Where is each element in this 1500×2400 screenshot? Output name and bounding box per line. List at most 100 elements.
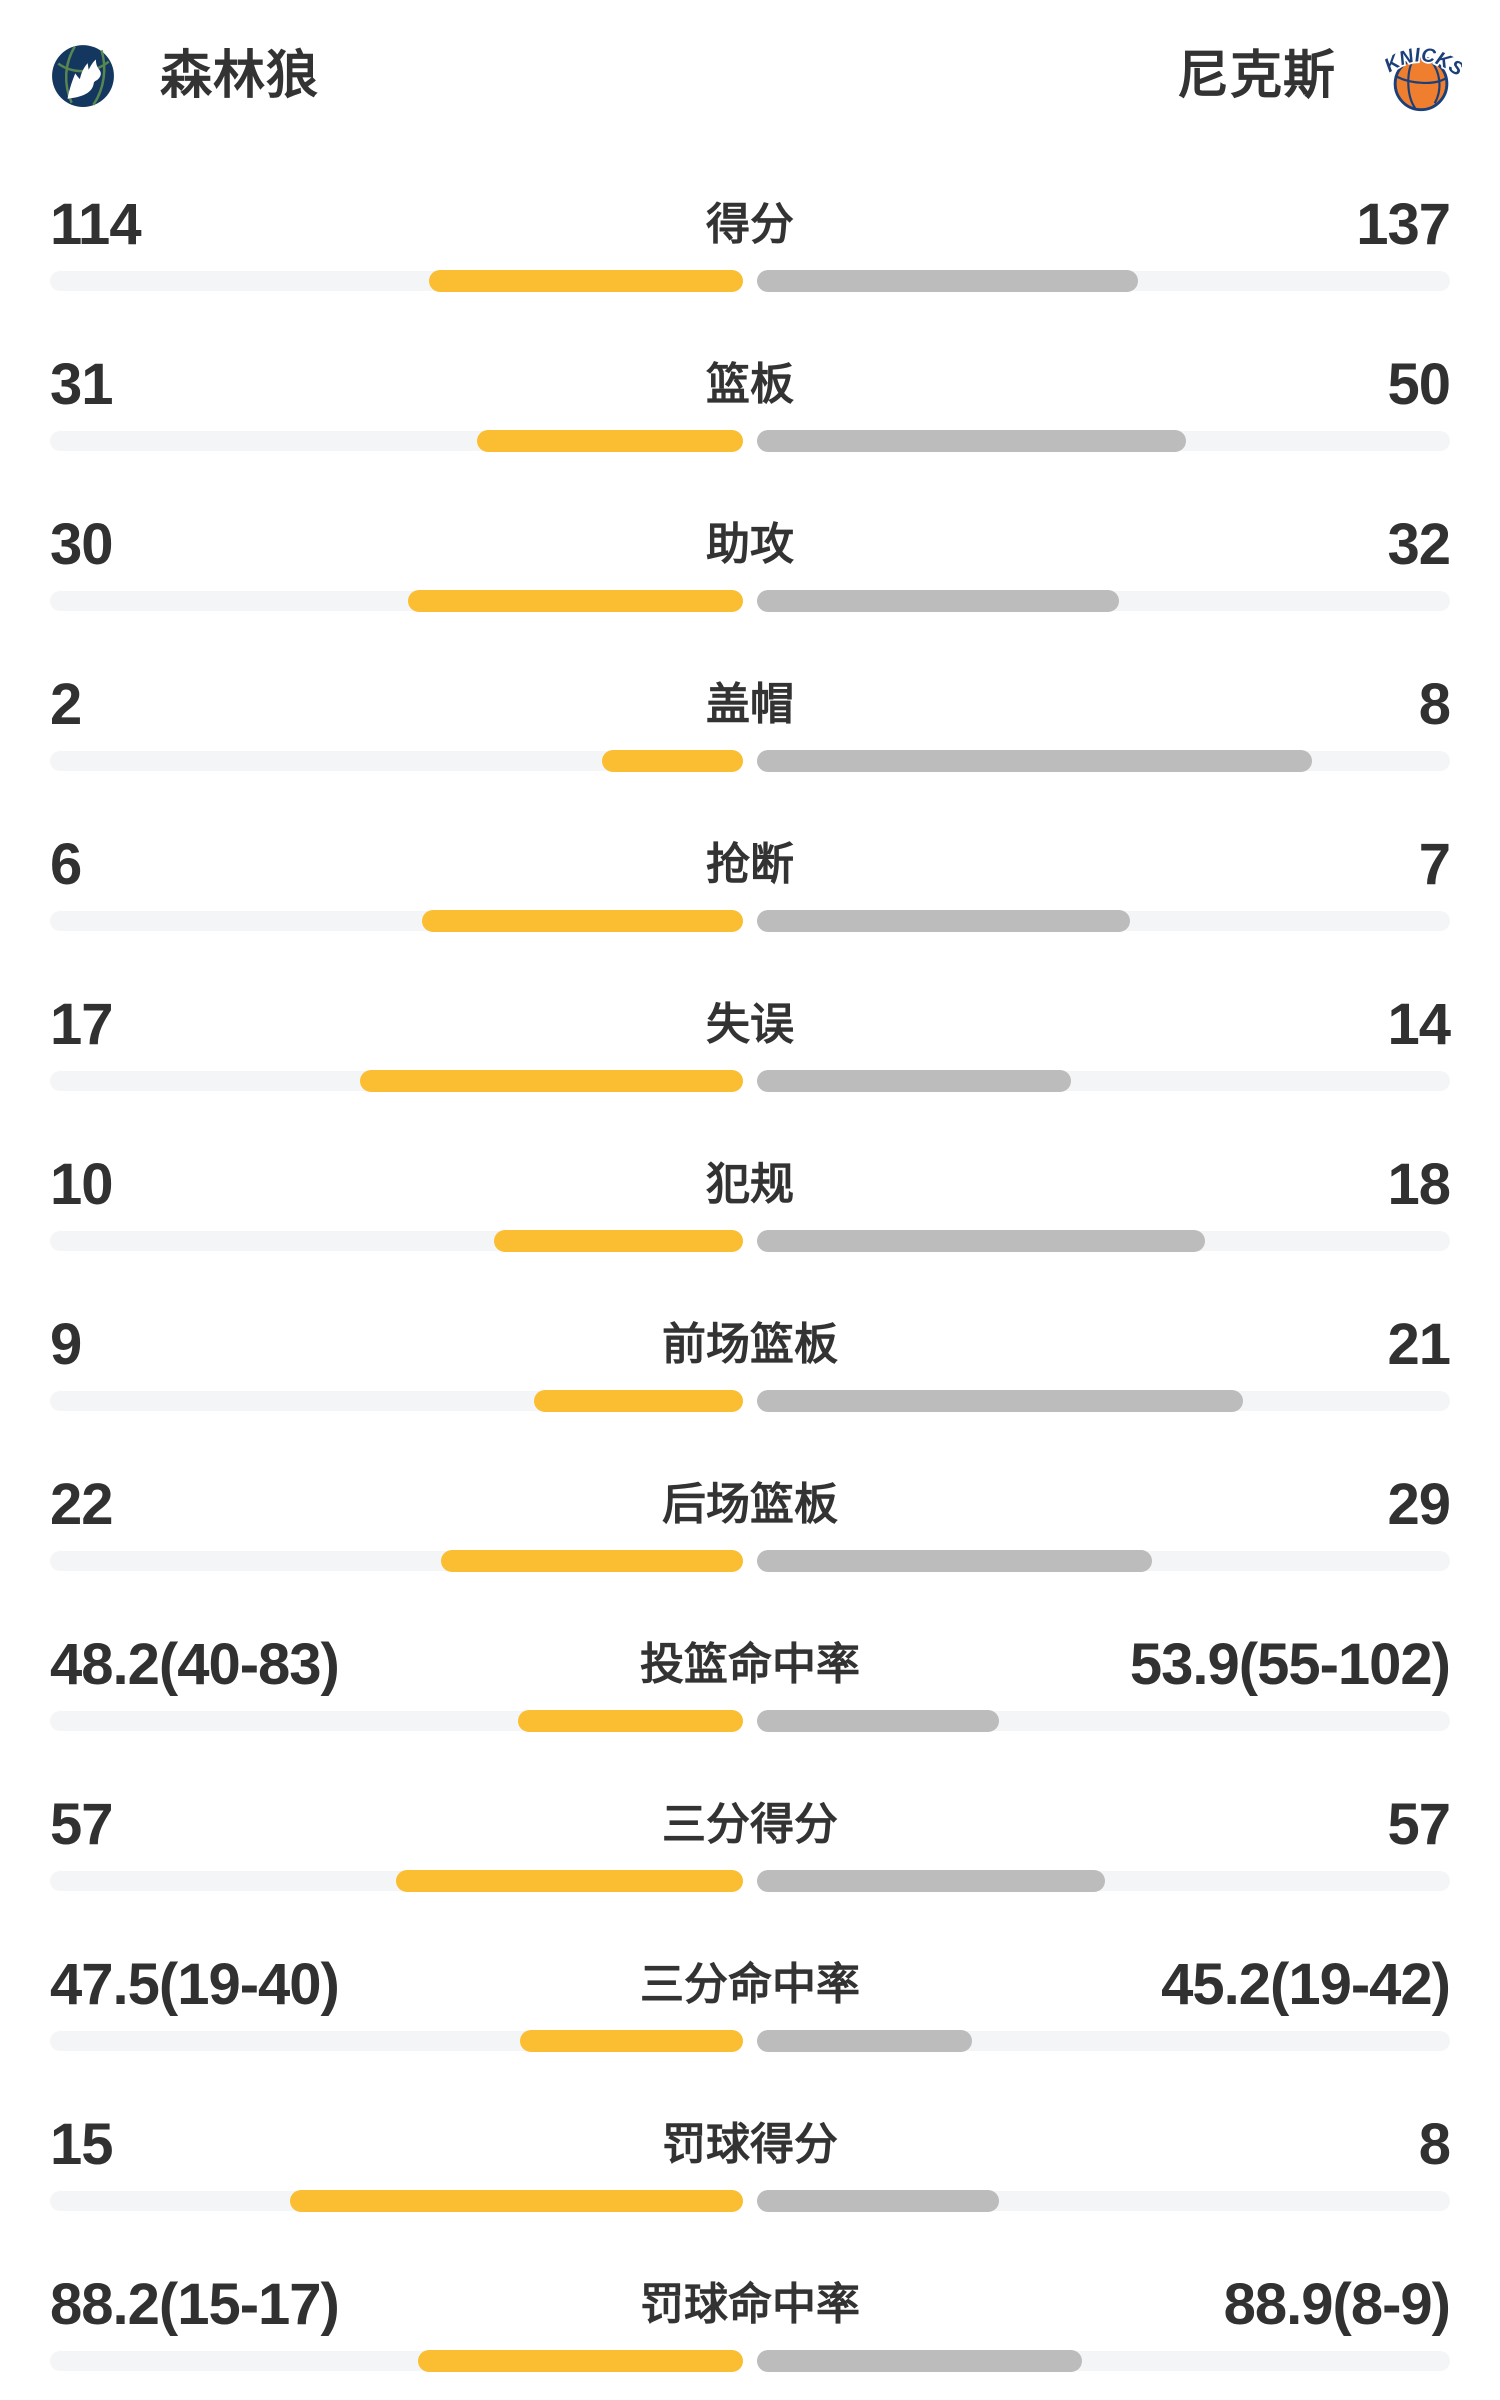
stat-row: 抢断 6 7 <box>50 836 1451 932</box>
bar-track-right <box>757 590 1450 612</box>
away-value: 14 <box>1387 992 1451 1057</box>
away-bar-fill <box>757 1230 1205 1252</box>
away-bar-fill <box>757 270 1138 292</box>
timberwolves-logo-icon <box>50 43 116 109</box>
away-value: 57 <box>1387 1792 1451 1857</box>
bar-track-left <box>50 430 743 452</box>
bar-track-right <box>757 270 1450 292</box>
away-bar-fill <box>757 1550 1152 1572</box>
away-bar-fill <box>757 1390 1243 1412</box>
home-value: 10 <box>50 1152 114 1217</box>
stat-label: 投篮命中率 <box>640 1640 860 1689</box>
away-bar-fill <box>757 2030 972 2052</box>
stat-label: 后场篮板 <box>662 1480 838 1529</box>
away-team: 尼克斯 KNICKS <box>1176 35 1469 117</box>
comparison-bar <box>50 1710 1450 1732</box>
away-bar-fill <box>757 910 1130 932</box>
home-bar-fill <box>429 270 743 292</box>
bar-track-left <box>50 270 743 292</box>
comparison-bar <box>50 2350 1450 2372</box>
away-bar-fill <box>757 1710 999 1732</box>
home-bar-fill <box>418 2350 743 2372</box>
comparison-bar <box>50 1230 1450 1252</box>
bar-track-left <box>50 1870 743 1892</box>
home-value: 30 <box>50 512 114 577</box>
bar-track-right <box>757 2350 1450 2372</box>
comparison-bar <box>50 1070 1450 1092</box>
home-bar-fill <box>441 1550 743 1572</box>
away-value: 8 <box>1418 672 1451 737</box>
bar-track-right <box>757 1870 1450 1892</box>
away-value: 137 <box>1356 192 1451 257</box>
away-value: 32 <box>1387 512 1451 577</box>
comparison-bar <box>50 1550 1450 1572</box>
stat-label: 抢断 <box>706 840 794 889</box>
away-value: 21 <box>1387 1312 1451 1377</box>
comparison-bar <box>50 2190 1450 2212</box>
home-bar-fill <box>602 750 743 772</box>
comparison-bar <box>50 2030 1450 2052</box>
home-value: 31 <box>50 352 114 417</box>
comparison-bar <box>50 270 1450 292</box>
away-value: 45.2(19-42) <box>1161 1952 1451 2017</box>
home-value: 2 <box>50 672 82 737</box>
stat-row: 罚球命中率 88.2(15-17) 88.9(8-9) <box>50 2272 1451 2372</box>
bar-track-right <box>757 1390 1450 1412</box>
home-bar-fill <box>477 430 743 452</box>
comparison-bar <box>50 590 1450 612</box>
home-value: 47.5(19-40) <box>50 1952 340 2017</box>
home-value: 22 <box>50 1472 114 1537</box>
home-value: 57 <box>50 1792 114 1857</box>
away-bar-fill <box>757 1870 1105 1892</box>
bar-track-left <box>50 2030 743 2052</box>
away-bar-fill <box>757 2350 1082 2372</box>
stat-label: 三分命中率 <box>640 1960 860 2009</box>
home-bar-fill <box>520 2030 743 2052</box>
home-value: 48.2(40-83) <box>50 1632 340 1697</box>
away-value: 18 <box>1387 1152 1451 1217</box>
stat-row: 篮板 31 50 <box>50 352 1451 452</box>
stat-row: 失误 17 14 <box>50 992 1451 1092</box>
stat-row: 得分 114 137 <box>50 192 1451 292</box>
bar-track-left <box>50 1550 743 1572</box>
comparison-bar <box>50 910 1450 932</box>
stat-row: 犯规 10 18 <box>50 1152 1451 1252</box>
bar-track-left <box>50 910 743 932</box>
stat-row: 前场篮板 9 21 <box>50 1312 1451 1412</box>
away-bar-fill <box>757 2190 999 2212</box>
home-bar-fill <box>422 910 743 932</box>
home-bar-fill <box>494 1230 743 1252</box>
away-value: 8 <box>1418 2112 1451 2177</box>
stat-row: 罚球得分 15 8 <box>50 2112 1451 2212</box>
bar-track-right <box>757 1070 1450 1092</box>
home-value: 15 <box>50 2112 114 2177</box>
stat-row: 盖帽 2 8 <box>50 672 1451 772</box>
comparison-bar <box>50 1870 1450 1892</box>
home-team-name: 森林狼 <box>160 47 320 105</box>
home-bar-fill <box>518 1710 743 1732</box>
stat-row: 三分命中率 47.5(19-40) 45.2(19-42) <box>50 1952 1451 2052</box>
home-team: 森林狼 <box>50 43 319 109</box>
bar-track-left <box>50 750 743 772</box>
knicks-logo-icon: KNICKS <box>1379 35 1469 117</box>
bar-track-left <box>50 2350 743 2372</box>
comparison-bar <box>50 430 1450 452</box>
stat-label: 罚球得分 <box>662 2120 838 2169</box>
bar-track-right <box>757 910 1450 932</box>
away-bar-fill <box>757 430 1186 452</box>
home-bar-fill <box>534 1390 743 1412</box>
home-value: 88.2(15-17) <box>50 2272 340 2337</box>
stat-label: 失误 <box>706 1000 794 1049</box>
away-team-name: 尼克斯 <box>1176 47 1336 105</box>
away-value: 88.9(8-9) <box>1223 2272 1451 2337</box>
bar-track-left <box>50 1710 743 1732</box>
comparison-bar <box>50 1390 1450 1412</box>
stat-row: 三分得分 57 57 <box>50 1792 1451 1892</box>
away-value: 50 <box>1387 352 1451 417</box>
home-value: 9 <box>50 1312 82 1377</box>
bar-track-right <box>757 430 1450 452</box>
stat-label: 三分得分 <box>662 1800 838 1849</box>
stat-row: 投篮命中率 48.2(40-83) 53.9(55-102) <box>50 1632 1451 1732</box>
home-bar-fill <box>360 1070 743 1092</box>
